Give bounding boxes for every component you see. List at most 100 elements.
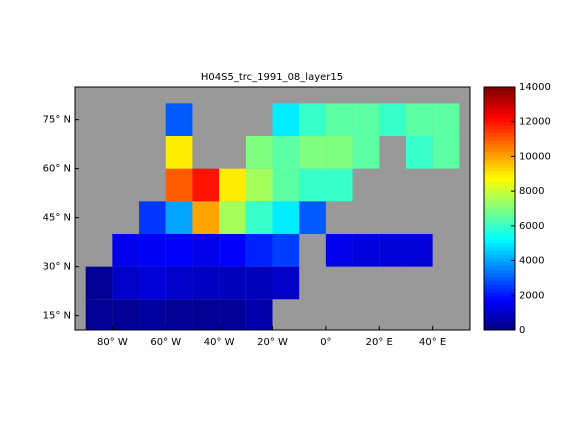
colorbar-swatch [484, 254, 515, 259]
cell [165, 299, 193, 330]
colorbar-swatch [484, 235, 515, 240]
x-tick-label: 40° W [204, 337, 235, 348]
colorbar-swatch [484, 109, 515, 115]
cell [245, 266, 273, 300]
colorbar-swatch [484, 136, 515, 141]
cell [432, 135, 460, 169]
cell [112, 266, 140, 300]
y-tick-label: 15° N [43, 311, 71, 322]
colorbar-swatch [484, 238, 515, 244]
colorbar-swatch [484, 288, 515, 293]
colorbar-swatch [484, 242, 515, 247]
cell [272, 201, 300, 234]
colorbar-swatch [484, 216, 515, 221]
colorbar-swatch [484, 132, 515, 137]
colorbar-swatch [484, 170, 515, 175]
colorbar-swatch [484, 311, 515, 316]
colorbar-swatch [484, 257, 515, 263]
colorbar-swatch [484, 284, 515, 289]
colorbar-swatch [484, 197, 515, 202]
colorbar-swatch [484, 189, 515, 194]
cell [85, 299, 113, 330]
cell [245, 299, 273, 330]
cell [272, 266, 300, 300]
colorbar-swatch [484, 140, 515, 145]
cell [139, 233, 166, 267]
cell [219, 233, 246, 267]
colorbar-swatch [484, 280, 515, 285]
colorbar-tick-label: 12000 [519, 117, 551, 128]
chart-title: H04S5_trc_1991_08_layer15 [201, 72, 343, 83]
cell [325, 135, 353, 169]
colorbar-swatch [484, 94, 515, 99]
colorbar-swatch [484, 159, 515, 164]
colorbar-swatch [484, 227, 515, 232]
colorbar-swatch [484, 250, 515, 255]
x-tick-label: 20° E [366, 337, 393, 348]
cell [272, 135, 300, 169]
colorbar-swatch [484, 105, 515, 111]
colorbar-frame [483, 86, 516, 331]
colorbar-tick-label: 4000 [519, 256, 544, 267]
cell [165, 168, 193, 202]
colorbar-tick-label: 2000 [519, 290, 544, 301]
cell [192, 299, 220, 330]
colorbar-swatch [484, 208, 515, 213]
colorbar-swatch [484, 212, 515, 217]
colorbar-swatch [484, 246, 515, 251]
cell [299, 168, 326, 202]
cell [352, 233, 380, 267]
cell [165, 266, 193, 300]
cell [272, 168, 300, 202]
colorbar-tick-label: 8000 [519, 186, 544, 197]
cell [165, 135, 193, 169]
cell [165, 233, 193, 267]
colorbar-swatch [484, 174, 515, 179]
x-tick-label: 60° W [150, 337, 181, 348]
colorbar-swatch [484, 314, 515, 320]
colorbar-swatch [484, 303, 515, 308]
cell [85, 266, 113, 300]
cell [139, 299, 166, 330]
colorbar-swatch [484, 178, 515, 183]
cell [219, 201, 246, 234]
x-tick-label: 0° [320, 337, 331, 348]
cell [325, 168, 353, 202]
colorbar-swatch [484, 117, 515, 122]
cell [245, 135, 273, 169]
colorbar-swatch [484, 269, 515, 274]
colorbar-tick-label: 10000 [519, 151, 551, 162]
cell [245, 168, 273, 202]
cell [432, 103, 460, 136]
colorbar-swatch [484, 128, 515, 134]
cell [245, 233, 273, 267]
x-tick-label: 20° W [257, 337, 288, 348]
colorbar-swatch [484, 231, 515, 236]
cell [379, 233, 406, 267]
cell [272, 233, 300, 267]
cell [405, 233, 433, 267]
cell [219, 168, 246, 202]
cell [299, 135, 326, 169]
cell [299, 103, 326, 136]
cell [405, 135, 433, 169]
colorbar-tick-label: 0 [519, 325, 525, 336]
cell [219, 299, 246, 330]
colorbar-swatch [484, 181, 515, 187]
cell [192, 266, 220, 300]
y-tick-label: 75° N [43, 115, 71, 126]
colorbar-swatch [484, 299, 515, 304]
cell [139, 266, 166, 300]
colorbar-swatch [484, 219, 515, 225]
cell [192, 233, 220, 267]
cell [405, 103, 433, 136]
cell [325, 103, 353, 136]
x-tick-label: 40° E [419, 337, 446, 348]
cell [352, 103, 380, 136]
colorbar-swatch [484, 223, 515, 228]
y-tick-label: 30° N [43, 262, 71, 273]
cell [352, 135, 380, 169]
colorbar-swatch [484, 273, 515, 278]
cell [165, 201, 193, 234]
colorbar-swatch [484, 200, 515, 206]
